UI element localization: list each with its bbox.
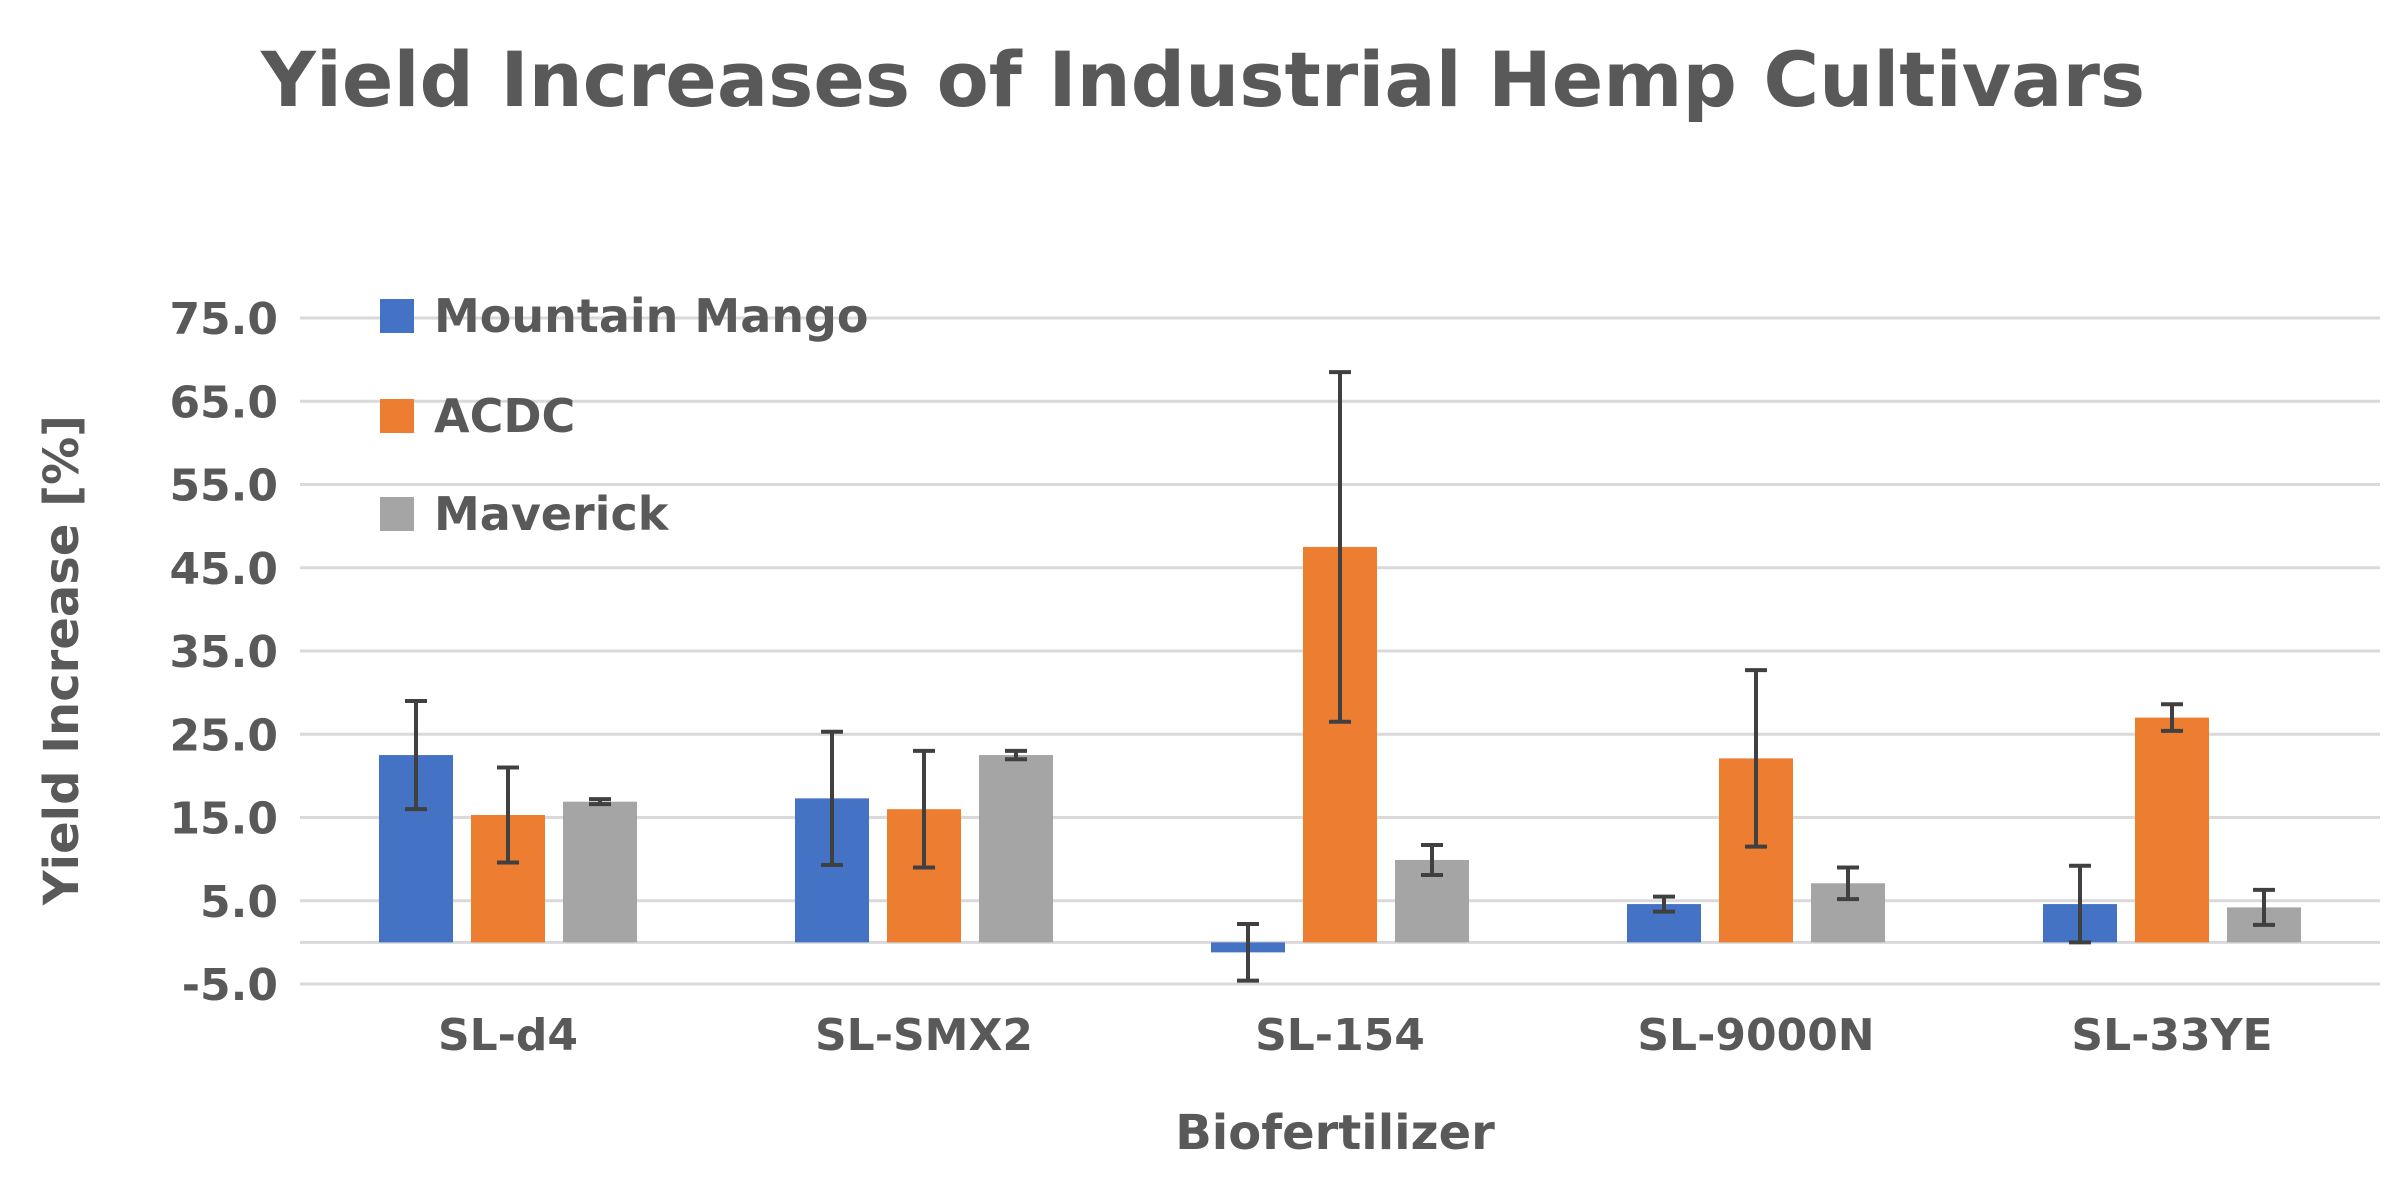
- x-axis-label: Biofertilizer: [1175, 1105, 1495, 1161]
- y-tick-label: 25.0: [169, 710, 278, 761]
- y-axis-label: Yield Increase [%]: [34, 415, 90, 906]
- error-bar-maverick-sl-9000n: [1837, 865, 1859, 902]
- x-tick-label: SL-154: [1255, 1010, 1425, 1061]
- bar-maverick-sl-smx2: [979, 755, 1053, 943]
- x-tick-label: SL-9000N: [1637, 1010, 1874, 1061]
- bar-acdc-sl-33ye: [2135, 717, 2209, 943]
- x-tick-labels: SL-d4 SL-SMX2 SL-154 SL-9000N SL-33YE: [438, 1010, 2273, 1061]
- y-tick-label: 75.0: [169, 294, 278, 345]
- error-bar-mountain-mango-sl-d4: [405, 698, 427, 812]
- legend: Mountain Mango ACDC Maverick: [380, 289, 869, 541]
- error-bar-acdc-sl-9000n: [1745, 668, 1767, 849]
- error-bar-mountain-mango-sl-smx2: [821, 729, 843, 867]
- legend-label-acdc: ACDC: [434, 389, 575, 443]
- y-tick-label: -5.0: [182, 960, 278, 1011]
- error-bars: [405, 370, 2275, 983]
- error-bar-acdc-sl-smx2: [913, 748, 935, 870]
- legend-swatch-maverick: [380, 497, 414, 531]
- x-tick-label: SL-SMX2: [815, 1010, 1033, 1061]
- error-bar-acdc-sl-154: [1329, 370, 1351, 724]
- y-tick-label: 5.0: [200, 877, 278, 928]
- error-bar-maverick-sl-154: [1421, 842, 1443, 877]
- y-tick-label: 65.0: [169, 377, 278, 428]
- x-tick-label: SL-d4: [438, 1010, 578, 1061]
- error-bar-acdc-sl-d4: [497, 765, 519, 865]
- bar-maverick-sl-d4: [563, 801, 637, 943]
- x-tick-label: SL-33YE: [2071, 1010, 2272, 1061]
- error-bar-maverick-sl-smx2: [1005, 748, 1027, 762]
- y-tick-label: 15.0: [169, 794, 278, 845]
- error-bar-maverick-sl-33ye: [2253, 887, 2275, 927]
- legend-swatch-mountain-mango: [380, 299, 414, 333]
- error-bar-mountain-mango-sl-9000n: [1653, 894, 1675, 914]
- y-tick-label: 45.0: [169, 544, 278, 595]
- chart-title: Yield Increases of Industrial Hemp Culti…: [260, 35, 2145, 124]
- legend-label-maverick: Maverick: [434, 487, 670, 541]
- y-tick-labels: -5.0 5.0 15.0 25.0 35.0 45.0 55.0 65.0 75.0: [169, 294, 278, 1011]
- error-bar-maverick-sl-d4: [589, 797, 611, 807]
- y-tick-label: 35.0: [169, 627, 278, 678]
- error-bar-mountain-mango-sl-33ye: [2069, 863, 2091, 945]
- legend-label-mountain-mango: Mountain Mango: [434, 289, 869, 343]
- y-tick-label: 55.0: [169, 461, 278, 512]
- error-bar-acdc-sl-33ye: [2161, 702, 2183, 733]
- legend-swatch-acdc: [380, 399, 414, 433]
- error-bar-mountain-mango-sl-154: [1237, 922, 1259, 983]
